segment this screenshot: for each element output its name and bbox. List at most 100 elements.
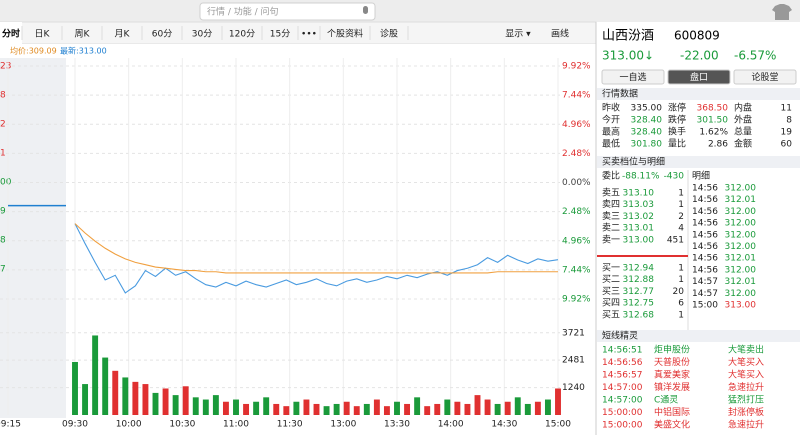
alert-time: 14:56:56 <box>602 358 643 368</box>
tick-time: 14:56 <box>692 219 718 229</box>
x-tick-label: 10:30 <box>169 420 195 430</box>
tick-price: 312.01 <box>725 195 757 205</box>
volume-bar <box>504 401 511 415</box>
x-tick-label: 15:00 <box>545 420 571 430</box>
alert-time: 14:56:51 <box>602 346 642 356</box>
x-tick-label: 10:00 <box>116 420 142 430</box>
quote-cell: 外盘 <box>734 114 752 126</box>
alert-event: 封涨停板 <box>728 406 764 418</box>
mic-icon[interactable] <box>363 6 368 14</box>
volume-bar <box>444 399 451 415</box>
volume-bar <box>293 401 300 415</box>
level-volume: 6 <box>678 299 684 309</box>
alert-event: 急速拉升 <box>728 419 764 431</box>
tab-label: 月K <box>115 29 131 40</box>
tick-time: 14:57 <box>692 289 718 299</box>
ratio-value: -88.11% <box>622 172 660 182</box>
tick-time: 15:00 <box>692 301 718 311</box>
volume-bar <box>263 397 270 415</box>
level-label: 买二 <box>602 274 620 285</box>
volume-bar <box>82 384 89 415</box>
volume-bar <box>555 388 561 415</box>
volume-bar <box>524 403 531 415</box>
quote-cell: 11 <box>781 104 792 114</box>
volume-bar <box>283 406 290 415</box>
panel-button[interactable] <box>667 69 731 85</box>
tab-label: 周K <box>75 29 91 40</box>
volume-bar <box>333 403 340 415</box>
tab-label: 分时 <box>2 28 20 40</box>
left-axis-label: 8 <box>0 236 6 246</box>
quote-cell: 8 <box>786 116 792 126</box>
quote-cell: 金额 <box>734 138 752 150</box>
tab-label: 15分 <box>270 29 290 40</box>
legend-avg: 均价:309.09 <box>10 46 57 56</box>
level-price: 312.77 <box>623 287 655 297</box>
tick-time: 14:56 <box>692 207 718 217</box>
volume-bar <box>353 406 360 415</box>
level-volume: 4 <box>678 224 684 234</box>
level-label: 卖四 <box>602 199 620 210</box>
volume-bar <box>323 406 330 415</box>
tick-price: 312.00 <box>725 184 757 194</box>
tick-price: 312.00 <box>725 289 757 299</box>
level-label: 买四 <box>602 298 620 309</box>
volume-bar <box>394 401 400 415</box>
y-tick-label: 4.96% <box>562 120 591 130</box>
volume-tick-label: 2481 <box>562 356 585 366</box>
left-axis-label: 23 <box>0 62 11 72</box>
alert-time: 14:57:00 <box>602 383 643 393</box>
volume-bar <box>534 401 541 415</box>
stock-price: 313.00↓ <box>602 49 654 63</box>
stock-change: -22.00 <box>680 49 719 63</box>
price-line <box>74 223 558 274</box>
volume-bar <box>142 384 149 415</box>
tick-price: 312.00 <box>725 219 757 229</box>
volume-bar <box>112 370 119 415</box>
tab-label: 120分 <box>229 29 255 40</box>
volume-bar <box>303 399 310 415</box>
shirt-icon[interactable] <box>772 4 792 20</box>
alert-stock: 炬申股份 <box>654 344 690 356</box>
volume-bar <box>363 403 370 415</box>
ratio-label: 委比 <box>602 170 620 182</box>
panel-button-label: 盘口 <box>690 71 708 83</box>
level-price: 313.10 <box>623 189 655 199</box>
volume-bar <box>273 403 280 415</box>
volume-bar <box>182 386 189 415</box>
level-label: 买三 <box>602 286 620 297</box>
y-tick-label: 0.00% <box>562 178 591 188</box>
section-title: 买卖档位与明细 <box>602 156 665 168</box>
tab-label: 60分 <box>152 29 172 40</box>
alert-event: 大笔买入 <box>728 356 764 368</box>
volume-bar <box>212 395 219 415</box>
level-price: 312.94 <box>623 264 655 274</box>
level-label: 卖一 <box>602 234 620 245</box>
alert-stock: C通灵 <box>654 395 678 406</box>
chart-info-bar <box>0 44 596 58</box>
quote-cell: 19 <box>781 128 793 138</box>
x-tick-label: 14:30 <box>491 420 517 430</box>
search-box[interactable] <box>199 2 376 21</box>
volume-bar <box>313 403 320 415</box>
legend-last: 最新:313.00 <box>60 46 107 56</box>
quote-cell: 最高 <box>602 126 620 138</box>
tick-price: 312.00 <box>725 265 757 275</box>
panel-button[interactable] <box>601 69 665 85</box>
auction-area <box>0 58 66 418</box>
section-header <box>597 88 800 100</box>
panel-button[interactable] <box>733 69 797 85</box>
volume-bar <box>343 401 350 415</box>
volume-bar <box>222 401 229 415</box>
volume-bar <box>253 401 260 415</box>
alert-stock: 中铝国际 <box>654 406 690 418</box>
price-line <box>74 223 559 294</box>
alert-stock: 天普股份 <box>654 356 690 368</box>
volume-bar <box>172 395 179 415</box>
level-price: 312.88 <box>623 275 655 285</box>
volume-bar <box>544 399 551 415</box>
level-volume: 1 <box>678 275 684 285</box>
alert-event: 大笔卖出 <box>728 344 764 356</box>
x-tick-label: 13:00 <box>330 420 356 430</box>
